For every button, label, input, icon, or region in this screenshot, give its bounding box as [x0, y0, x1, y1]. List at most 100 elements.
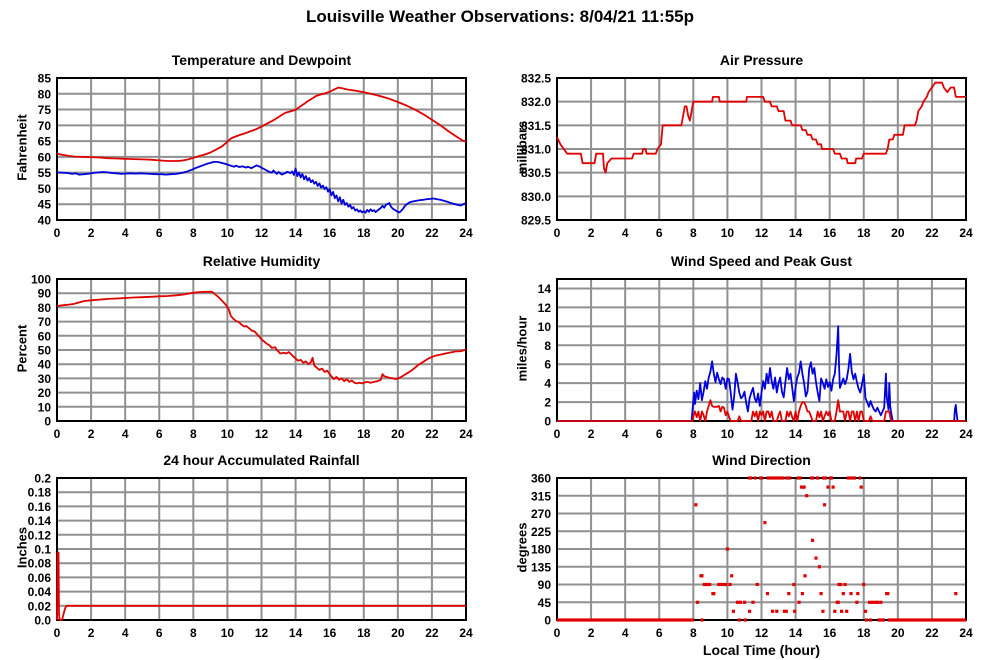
svg-text:16: 16	[323, 626, 337, 640]
svg-text:10: 10	[721, 226, 735, 240]
svg-text:829.5: 829.5	[521, 214, 551, 228]
svg-text:45: 45	[538, 596, 552, 610]
svg-text:0.08: 0.08	[28, 557, 52, 571]
svg-text:10: 10	[721, 427, 735, 441]
svg-text:8: 8	[544, 339, 551, 353]
svg-text:4: 4	[544, 377, 551, 391]
svg-text:0.12: 0.12	[28, 528, 52, 542]
svg-text:6: 6	[656, 626, 663, 640]
svg-text:24: 24	[459, 427, 473, 441]
svg-text:14: 14	[789, 427, 803, 441]
svg-text:20: 20	[391, 226, 405, 240]
svg-text:2: 2	[88, 226, 95, 240]
svg-text:16: 16	[823, 226, 837, 240]
svg-text:4: 4	[122, 626, 129, 640]
svg-text:24: 24	[959, 427, 973, 441]
rainfall-plot: 0 2 4 6 8 10 12 14 16 18 20 22 240.00.020.040.060.08…	[28, 472, 473, 641]
svg-text:24: 24	[959, 626, 973, 640]
svg-text:60: 60	[38, 329, 52, 343]
chart-wind-direction: Wind Direction degrees 0 2 4 6 8 10 12 14 16 18 20…	[500, 450, 1000, 658]
wind-direction-plot: 0 2 4 6 8 10 12 14 16 18 20 22 240459013518022527031…	[531, 472, 973, 641]
svg-text:10: 10	[721, 626, 735, 640]
svg-text:10: 10	[38, 400, 52, 414]
svg-text:0: 0	[554, 226, 561, 240]
svg-text:8: 8	[690, 226, 697, 240]
chart-title: Air Pressure	[719, 52, 804, 68]
svg-text:2: 2	[588, 226, 595, 240]
svg-text:4: 4	[122, 427, 129, 441]
svg-text:0.16: 0.16	[28, 500, 52, 514]
svg-text:16: 16	[823, 626, 837, 640]
svg-text:2: 2	[88, 626, 95, 640]
svg-text:830.0: 830.0	[521, 190, 551, 204]
svg-text:18: 18	[357, 427, 371, 441]
chart-title: Wind Speed and Peak Gust	[670, 253, 853, 269]
svg-text:14: 14	[789, 226, 803, 240]
svg-text:85: 85	[38, 72, 52, 86]
svg-text:70: 70	[38, 119, 52, 133]
svg-text:22: 22	[425, 226, 439, 240]
svg-text:65: 65	[38, 135, 52, 149]
svg-text:24: 24	[959, 226, 973, 240]
svg-text:0: 0	[54, 226, 61, 240]
svg-text:22: 22	[425, 626, 439, 640]
svg-text:18: 18	[857, 226, 871, 240]
svg-text:180: 180	[531, 543, 551, 557]
svg-text:100: 100	[31, 273, 51, 287]
svg-text:14: 14	[289, 427, 303, 441]
svg-text:40: 40	[38, 358, 52, 372]
svg-text:0: 0	[54, 626, 61, 640]
svg-text:20: 20	[391, 626, 405, 640]
svg-text:12: 12	[255, 226, 269, 240]
svg-text:6: 6	[156, 427, 163, 441]
svg-text:6: 6	[156, 226, 163, 240]
svg-text:24: 24	[459, 226, 473, 240]
svg-text:12: 12	[255, 626, 269, 640]
svg-text:832.0: 832.0	[521, 95, 551, 109]
svg-text:24: 24	[459, 626, 473, 640]
svg-text:16: 16	[823, 427, 837, 441]
svg-text:0: 0	[44, 415, 51, 429]
chart-title: 24 hour Accumulated Rainfall	[163, 452, 360, 468]
svg-text:6: 6	[656, 226, 663, 240]
svg-text:60: 60	[38, 150, 52, 164]
svg-text:4: 4	[622, 427, 629, 441]
svg-text:2: 2	[588, 626, 595, 640]
svg-text:12: 12	[255, 427, 269, 441]
chart-title: Relative Humidity	[202, 253, 321, 269]
svg-text:20: 20	[891, 427, 905, 441]
svg-text:16: 16	[323, 226, 337, 240]
svg-text:80: 80	[38, 87, 52, 101]
svg-text:135: 135	[531, 560, 551, 574]
svg-text:831.0: 831.0	[521, 143, 551, 157]
svg-text:18: 18	[857, 626, 871, 640]
air-pressure-plot: 0 2 4 6 8 10 12 14 16 18 20 22 24829.5830.0830.5831.…	[521, 72, 973, 241]
svg-text:0.04: 0.04	[28, 585, 52, 599]
svg-text:16: 16	[323, 427, 337, 441]
svg-text:0: 0	[544, 614, 551, 628]
svg-text:0.2: 0.2	[34, 472, 51, 486]
chart-relative-humidity: Relative Humidity Percent 0 2 4 6 8 10 12 14 16 1…	[0, 251, 500, 459]
svg-text:22: 22	[425, 427, 439, 441]
svg-text:80: 80	[38, 301, 52, 315]
svg-text:10: 10	[221, 226, 235, 240]
temperature-dewpoint-plot: 0 2 4 6 8 10 12 14 16 18 20 22 244045505560657075808…	[38, 72, 473, 241]
svg-text:30: 30	[38, 372, 52, 386]
svg-text:832.5: 832.5	[521, 72, 551, 86]
svg-text:20: 20	[891, 626, 905, 640]
svg-text:8: 8	[690, 626, 697, 640]
svg-text:90: 90	[538, 578, 552, 592]
svg-text:12: 12	[538, 301, 552, 315]
svg-text:55: 55	[38, 166, 52, 180]
svg-text:12: 12	[755, 427, 769, 441]
svg-text:22: 22	[925, 427, 939, 441]
svg-text:0: 0	[54, 427, 61, 441]
svg-text:2: 2	[88, 427, 95, 441]
chart-air-pressure: Air Pressure millibars 0 2 4 6 8 10 12 14 16 18 20…	[500, 50, 1000, 258]
svg-text:8: 8	[690, 427, 697, 441]
svg-text:20: 20	[38, 386, 52, 400]
